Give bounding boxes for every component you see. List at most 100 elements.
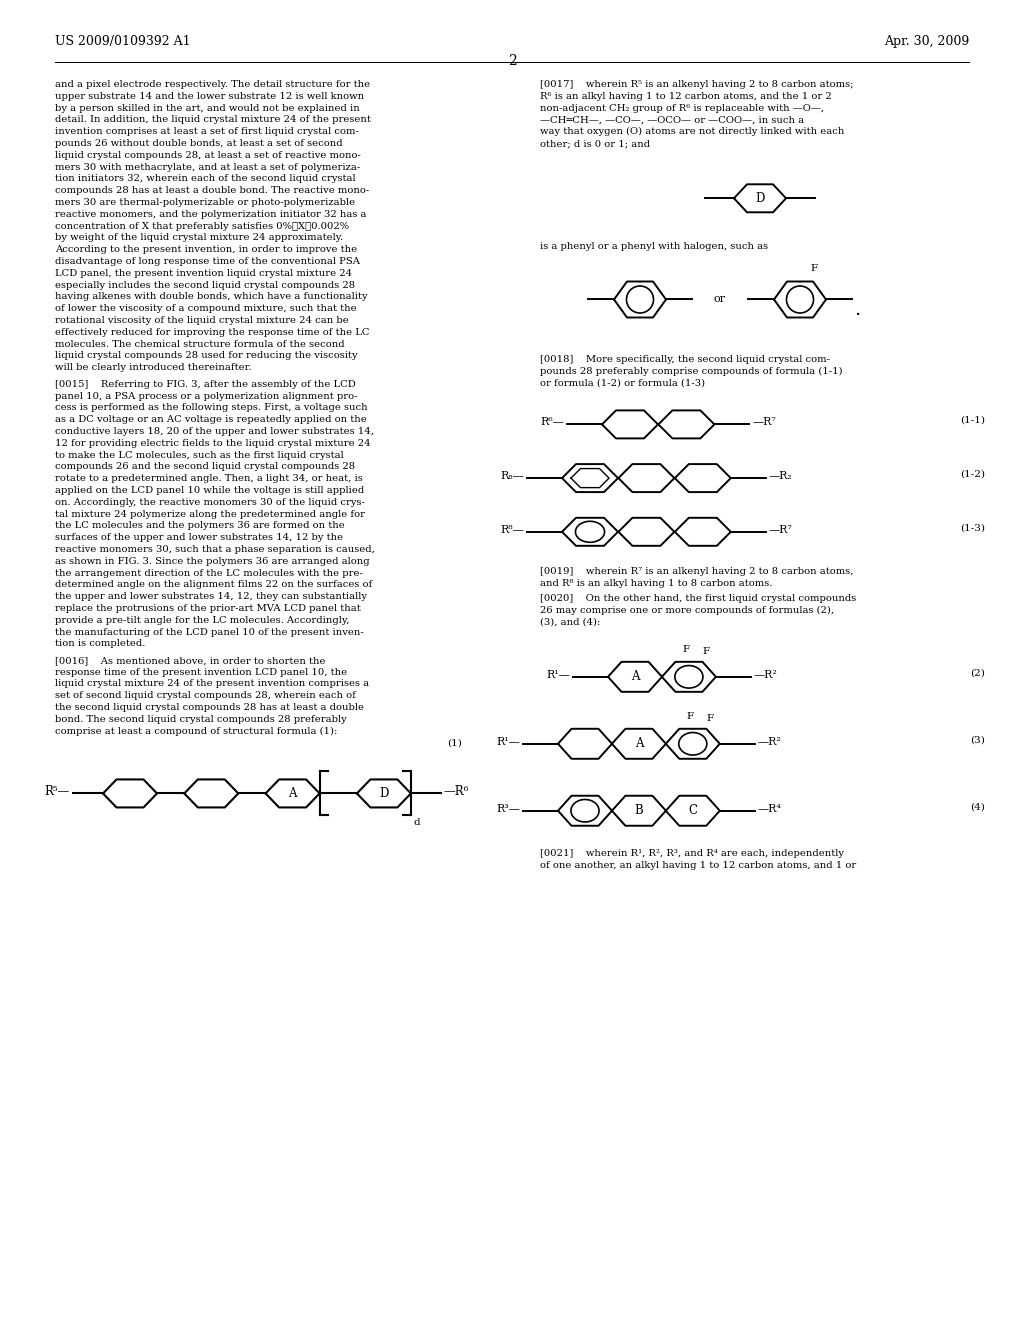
Text: —R²: —R²: [754, 669, 778, 680]
Text: the arrangement direction of the LC molecules with the pre-: the arrangement direction of the LC mole…: [55, 569, 362, 578]
Text: 12 for providing electric fields to the liquid crystal mixture 24: 12 for providing electric fields to the …: [55, 438, 371, 447]
Text: reactive monomers, and the polymerization initiator 32 has a: reactive monomers, and the polymerizatio…: [55, 210, 367, 219]
Text: compounds 28 has at least a double bond. The reactive mono-: compounds 28 has at least a double bond.…: [55, 186, 370, 195]
Text: of one another, an alkyl having 1 to 12 carbon atoms, and 1 or: of one another, an alkyl having 1 to 12 …: [540, 861, 856, 870]
Text: on. Accordingly, the reactive monomers 30 of the liquid crys-: on. Accordingly, the reactive monomers 3…: [55, 498, 365, 507]
Text: R¹—: R¹—: [497, 737, 520, 747]
Text: R³—: R³—: [496, 804, 520, 813]
Text: by weight of the liquid crystal mixture 24 approximately.: by weight of the liquid crystal mixture …: [55, 234, 343, 243]
Text: bond. The second liquid crystal compounds 28 preferably: bond. The second liquid crystal compound…: [55, 715, 347, 723]
Text: response time of the present invention LCD panel 10, the: response time of the present invention L…: [55, 668, 347, 677]
Text: upper substrate 14 and the lower substrate 12 is well known: upper substrate 14 and the lower substra…: [55, 92, 365, 100]
Text: pounds 28 preferably comprise compounds of formula (1-1): pounds 28 preferably comprise compounds …: [540, 367, 843, 376]
Text: D: D: [379, 787, 388, 800]
Text: .: .: [855, 300, 861, 319]
Text: and a pixel electrode respectively. The detail structure for the: and a pixel electrode respectively. The …: [55, 81, 370, 88]
Text: set of second liquid crystal compounds 28, wherein each of: set of second liquid crystal compounds 2…: [55, 692, 356, 700]
Text: way that oxygen (O) atoms are not directly linked with each: way that oxygen (O) atoms are not direct…: [540, 127, 845, 136]
Text: R₈—: R₈—: [501, 471, 524, 480]
Text: 26 may comprise one or more compounds of formulas (2),: 26 may comprise one or more compounds of…: [540, 606, 835, 615]
Text: liquid crystal mixture 24 of the present invention comprises a: liquid crystal mixture 24 of the present…: [55, 680, 369, 689]
Text: US 2009/0109392 A1: US 2009/0109392 A1: [55, 36, 190, 48]
Text: having alkenes with double bonds, which have a functionality: having alkenes with double bonds, which …: [55, 293, 368, 301]
Text: applied on the LCD panel 10 while the voltage is still applied: applied on the LCD panel 10 while the vo…: [55, 486, 365, 495]
Text: R¹—: R¹—: [546, 669, 570, 680]
Text: replace the protrusions of the prior-art MVA LCD panel that: replace the protrusions of the prior-art…: [55, 605, 360, 612]
Text: molecules. The chemical structure formula of the second: molecules. The chemical structure formul…: [55, 339, 345, 348]
Text: —CH═CH—, —CO—, —OCO— or —COO—, in such a: —CH═CH—, —CO—, —OCO— or —COO—, in such a: [540, 115, 804, 124]
Text: (1-3): (1-3): [961, 523, 985, 532]
Text: —R⁷: —R⁷: [753, 417, 776, 428]
Text: Apr. 30, 2009: Apr. 30, 2009: [884, 36, 969, 48]
Text: effectively reduced for improving the response time of the LC: effectively reduced for improving the re…: [55, 327, 370, 337]
Text: conductive layers 18, 20 of the upper and lower substrates 14,: conductive layers 18, 20 of the upper an…: [55, 426, 374, 436]
Text: [0015]    Referring to FIG. 3, after the assembly of the LCD: [0015] Referring to FIG. 3, after the as…: [55, 380, 355, 388]
Text: by a person skilled in the art, and would not be explained in: by a person skilled in the art, and woul…: [55, 103, 359, 112]
Text: tion initiators 32, wherein each of the second liquid crystal: tion initiators 32, wherein each of the …: [55, 174, 355, 183]
Text: determined angle on the alignment films 22 on the surfaces of: determined angle on the alignment films …: [55, 581, 373, 589]
Text: —R⁷: —R⁷: [769, 525, 793, 535]
Text: F: F: [682, 644, 689, 653]
Text: 2: 2: [508, 54, 516, 69]
Text: surfaces of the upper and lower substrates 14, 12 by the: surfaces of the upper and lower substrat…: [55, 533, 343, 543]
Text: (3), and (4):: (3), and (4):: [540, 618, 600, 627]
Text: [0017]    wherein R⁵ is an alkenyl having 2 to 8 carbon atoms;: [0017] wherein R⁵ is an alkenyl having 2…: [540, 81, 853, 88]
Text: F: F: [707, 714, 714, 723]
Text: detail. In addition, the liquid crystal mixture 24 of the present: detail. In addition, the liquid crystal …: [55, 115, 371, 124]
Text: LCD panel, the present invention liquid crystal mixture 24: LCD panel, the present invention liquid …: [55, 269, 352, 277]
Text: (1-2): (1-2): [961, 470, 985, 479]
Text: disadvantage of long response time of the conventional PSA: disadvantage of long response time of th…: [55, 257, 360, 267]
Text: (3): (3): [970, 735, 985, 744]
Text: the LC molecules and the polymers 36 are formed on the: the LC molecules and the polymers 36 are…: [55, 521, 345, 531]
Text: cess is performed as the following steps. First, a voltage such: cess is performed as the following steps…: [55, 404, 368, 412]
Text: F: F: [810, 264, 817, 273]
Text: mers 30 are thermal-polymerizable or photo-polymerizable: mers 30 are thermal-polymerizable or pho…: [55, 198, 355, 207]
Text: (2): (2): [970, 668, 985, 677]
Text: R⁸—: R⁸—: [501, 525, 524, 535]
Text: —R⁴: —R⁴: [758, 804, 781, 813]
Text: F: F: [702, 647, 710, 656]
Text: A: A: [631, 671, 639, 684]
Text: concentration of X that preferably satisfies 0%≦X≦0.002%: concentration of X that preferably satis…: [55, 222, 349, 231]
Text: tal mixture 24 polymerize along the predetermined angle for: tal mixture 24 polymerize along the pred…: [55, 510, 365, 519]
Text: non-adjacent CH₂ group of R⁶ is replaceable with —O—,: non-adjacent CH₂ group of R⁶ is replacea…: [540, 103, 824, 112]
Text: A: A: [289, 787, 297, 800]
Text: tion is completed.: tion is completed.: [55, 639, 145, 648]
Text: rotational viscosity of the liquid crystal mixture 24 can be: rotational viscosity of the liquid cryst…: [55, 315, 349, 325]
Text: d: d: [414, 818, 421, 828]
Text: mers 30 with methacrylate, and at least a set of polymeriza-: mers 30 with methacrylate, and at least …: [55, 162, 360, 172]
Text: [0021]    wherein R¹, R², R³, and R⁴ are each, independently: [0021] wherein R¹, R², R³, and R⁴ are ea…: [540, 849, 844, 858]
Text: C: C: [688, 804, 697, 817]
Text: F: F: [686, 711, 693, 721]
Text: especially includes the second liquid crystal compounds 28: especially includes the second liquid cr…: [55, 281, 355, 289]
Text: [0020]    On the other hand, the first liquid crystal compounds: [0020] On the other hand, the first liqu…: [540, 594, 856, 603]
Text: According to the present invention, in order to improve the: According to the present invention, in o…: [55, 246, 357, 255]
Text: [0018]    More specifically, the second liquid crystal com-: [0018] More specifically, the second liq…: [540, 355, 830, 364]
Text: (1): (1): [447, 739, 462, 748]
Text: rotate to a predetermined angle. Then, a light 34, or heat, is: rotate to a predetermined angle. Then, a…: [55, 474, 362, 483]
Text: invention comprises at least a set of first liquid crystal com-: invention comprises at least a set of fi…: [55, 127, 358, 136]
Text: R⁶ is an alkyl having 1 to 12 carbon atoms, and the 1 or 2: R⁶ is an alkyl having 1 to 12 carbon ato…: [540, 92, 831, 100]
Text: the upper and lower substrates 14, 12, they can substantially: the upper and lower substrates 14, 12, t…: [55, 593, 367, 601]
Text: of lower the viscosity of a compound mixture, such that the: of lower the viscosity of a compound mix…: [55, 304, 356, 313]
Text: D: D: [756, 191, 765, 205]
Text: comprise at least a compound of structural formula (1):: comprise at least a compound of structur…: [55, 726, 337, 735]
Text: R⁵—: R⁵—: [45, 785, 70, 797]
Text: —R⁶: —R⁶: [443, 785, 469, 797]
Text: and R⁸ is an alkyl having 1 to 8 carbon atoms.: and R⁸ is an alkyl having 1 to 8 carbon …: [540, 579, 772, 587]
Text: the second liquid crystal compounds 28 has at least a double: the second liquid crystal compounds 28 h…: [55, 704, 364, 711]
Text: compounds 26 and the second liquid crystal compounds 28: compounds 26 and the second liquid cryst…: [55, 462, 355, 471]
Text: —R₂: —R₂: [769, 471, 793, 480]
Text: as a DC voltage or an AC voltage is repeatedly applied on the: as a DC voltage or an AC voltage is repe…: [55, 414, 367, 424]
Text: [0016]    As mentioned above, in order to shorten the: [0016] As mentioned above, in order to s…: [55, 656, 326, 665]
Text: A: A: [635, 738, 643, 750]
Text: will be clearly introduced thereinafter.: will be clearly introduced thereinafter.: [55, 363, 252, 372]
Text: liquid crystal compounds 28, at least a set of reactive mono-: liquid crystal compounds 28, at least a …: [55, 150, 360, 160]
Text: —R²: —R²: [758, 737, 781, 747]
Text: the manufacturing of the LCD panel 10 of the present inven-: the manufacturing of the LCD panel 10 of…: [55, 627, 364, 636]
Text: or: or: [714, 294, 726, 305]
Text: panel 10, a PSA process or a polymerization alignment pro-: panel 10, a PSA process or a polymerizat…: [55, 392, 357, 400]
Text: or formula (1-2) or formula (1-3): or formula (1-2) or formula (1-3): [540, 379, 706, 388]
Text: B: B: [635, 804, 643, 817]
Text: is a phenyl or a phenyl with halogen, such as: is a phenyl or a phenyl with halogen, su…: [540, 242, 768, 251]
